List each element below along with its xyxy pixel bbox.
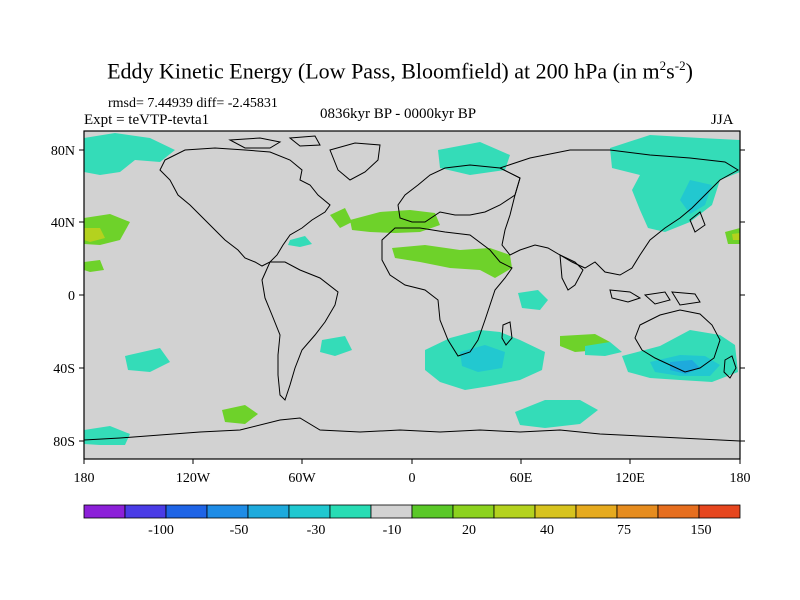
colorbar-swatch (411, 504, 454, 519)
colorbar-swatch (206, 504, 249, 519)
y-tick-label: 80N (51, 144, 75, 159)
colorbar-swatch (329, 504, 372, 519)
central-pacific-green (84, 260, 104, 272)
arctic-islands (228, 135, 321, 149)
colorbar-swatch (493, 504, 536, 519)
y-tick-label: 0 (68, 289, 75, 304)
colorbar-labels: -100 -50 -30 -10 20 40 75 150 (148, 523, 711, 538)
colorbar-swatch (247, 504, 290, 519)
japan-coast (689, 211, 706, 233)
coastlines (84, 135, 740, 442)
madagascar-coast (501, 321, 513, 346)
new-zealand-coast (723, 355, 737, 379)
tick-marks (79, 149, 745, 464)
x-tick-label: 120E (615, 471, 645, 486)
colorbar-label: 40 (540, 523, 554, 538)
x-tick-label: 180 (74, 471, 95, 486)
period-label: 0836kyr BP - 0000kyr BP (320, 106, 477, 122)
plot-title: Eddy Kinetic Energy (Low Pass, Bloomfiel… (107, 58, 693, 84)
colorbar-label: -100 (148, 523, 174, 538)
colorbar-swatch (575, 504, 618, 519)
stats-label: rmsd= 7.44939 diff= -2.45831 (108, 96, 278, 111)
north-atlantic-green (330, 208, 352, 228)
north-america-coast (159, 147, 331, 267)
southern-ocean-cyan (515, 400, 598, 428)
y-tick-label: 40S (53, 362, 75, 377)
colorbar-label: -30 (307, 523, 326, 538)
colorbar-label: -10 (383, 523, 402, 538)
west-pacific-yellow (84, 228, 105, 242)
arabian-sea-cyan (518, 290, 548, 310)
anomaly-shading (84, 133, 740, 445)
colorbar-swatch (83, 504, 126, 519)
atlantic-cyan-small (288, 236, 312, 247)
southern-ocean-green (222, 405, 258, 424)
colorbar-label: 75 (617, 523, 631, 538)
south-indian-cyan (585, 342, 622, 356)
mediterranean-green (350, 210, 440, 233)
colorbar-swatch (124, 504, 167, 519)
colorbar-swatch (452, 504, 495, 519)
africa-coast (381, 227, 513, 357)
experiment-label: Expt = teVTP-tevta1 (84, 112, 210, 128)
australia-coast (634, 309, 721, 373)
colorbar-swatch (370, 504, 413, 519)
greenland-coast (329, 142, 381, 181)
x-tick-label: 0 (409, 471, 416, 486)
colorbar-label: -50 (230, 523, 249, 538)
south-africa-cyan-dark (460, 345, 505, 372)
colorbar-swatch (616, 504, 659, 519)
x-tick-label: 60E (510, 471, 533, 486)
antarctica-coast (84, 417, 740, 442)
colorbar-swatch (288, 504, 331, 519)
colorbar-label: 20 (462, 523, 476, 538)
indonesia-islands (609, 289, 701, 306)
colorbar-swatch (657, 504, 700, 519)
asia-coast (498, 149, 739, 276)
x-tick-label: 120W (176, 471, 211, 486)
south-america-east-cyan (320, 336, 352, 356)
arctic-region-west (84, 133, 175, 175)
india-coast (559, 254, 584, 291)
south-america-coast (261, 261, 339, 401)
north-pacific-east-region-inner (680, 180, 712, 214)
antarctic-west-cyan (84, 426, 130, 445)
season-label: JJA (711, 112, 734, 128)
south-pacific-cyan (125, 348, 170, 372)
east-edge-yellow (732, 233, 740, 240)
colorbar (83, 504, 741, 519)
y-tick-label: 40N (51, 216, 75, 231)
africa-north-green (392, 245, 512, 278)
colorbar-label: 150 (691, 523, 712, 538)
north-pacific-east-region (610, 135, 740, 232)
colorbar-swatch (165, 504, 208, 519)
y-tick-label: 80S (53, 435, 75, 450)
colorbar-swatch (534, 504, 577, 519)
map-background (84, 131, 740, 459)
colorbar-swatch (698, 504, 741, 519)
x-tick-label: 180 (730, 471, 751, 486)
x-tick-label: 60W (288, 471, 316, 486)
